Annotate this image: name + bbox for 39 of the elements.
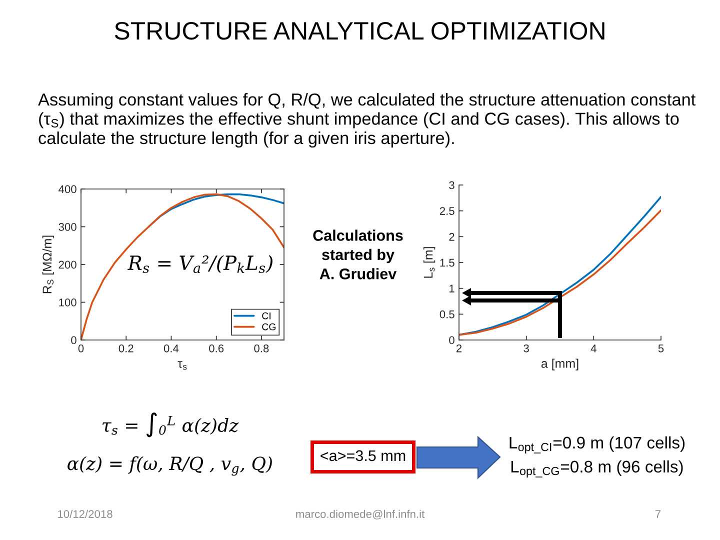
- y-tick-label: 1.5: [440, 258, 454, 267]
- text: <a>=3.5 mm: [320, 450, 406, 462]
- x-tick-label: 0.6: [209, 344, 224, 352]
- text: marco.diomede@lnf.infn.it: [296, 510, 425, 520]
- text: R$_{s}$ = V$_{a}$²/(P$_{k}$L$_{s}$): [127, 255, 272, 274]
- x-axis-title: τ$_{s}$: [178, 361, 187, 370]
- y-tick-label: 200: [58, 260, 76, 269]
- y-tick-label: 300: [58, 223, 76, 231]
- text: STRUCTURE ANALYTICAL OPTIMIZATION: [114, 22, 604, 40]
- y-tick-label: 2: [449, 232, 454, 241]
- x-tick-label: 0: [78, 344, 84, 352]
- text: 7: [655, 510, 661, 518]
- y-tick-label: 0: [71, 336, 76, 344]
- y-tick-label: 2.5: [440, 207, 454, 215]
- x-tick-label: 0.2: [118, 344, 134, 352]
- y-tick-label: 400: [58, 185, 76, 194]
- text: Calculations started by A. Grudiev: [313, 230, 403, 280]
- x-tick-label: 0.8: [254, 344, 269, 352]
- text: 10/12/2018: [58, 510, 112, 518]
- y-tick-label: 0: [449, 336, 454, 344]
- text: L$_{opt_CG}$=0.8 m (96 cells): [511, 460, 683, 478]
- x-tick-label: 5: [658, 344, 664, 352]
- y-tick-label: 1: [450, 284, 454, 292]
- y-tick-label: 100: [59, 298, 76, 306]
- x-tick-label: 0.4: [164, 344, 179, 352]
- x-tick-label: 3: [524, 344, 529, 352]
- y-tick-label: 3: [449, 181, 454, 190]
- legend-label: CI: [262, 312, 270, 320]
- y-axis-title: R$_{S}$ [MΩ/m]: [42, 236, 54, 294]
- text: α(z) = f(ω, R/Q , v$_{g}$, Q): [68, 456, 272, 476]
- x-axis-title: a [mm]: [541, 358, 578, 370]
- text: Assuming constant values for Q, R/Q, we calculated the structure attenuation constant (τ$_{S}$) that maximizes the effective shunt impedance (CI and CG cases). This allows to calculate the structure length (for a given iris aperture).: [38, 93, 696, 148]
- text: L$_{opt_CI}$=0.9 m (107 cells): [510, 436, 685, 454]
- y-tick-label: 0.5: [440, 310, 454, 318]
- x-tick-label: 4: [590, 344, 596, 352]
- legend-label: CG: [262, 323, 276, 330]
- x-tick-label: 2: [456, 344, 462, 352]
- text: τ$_{s}$ = ∫$_{0}$$^{L}$ α(z)dz: [102, 412, 239, 438]
- y-axis-title: L$_{s}$ [m]: [423, 247, 436, 278]
